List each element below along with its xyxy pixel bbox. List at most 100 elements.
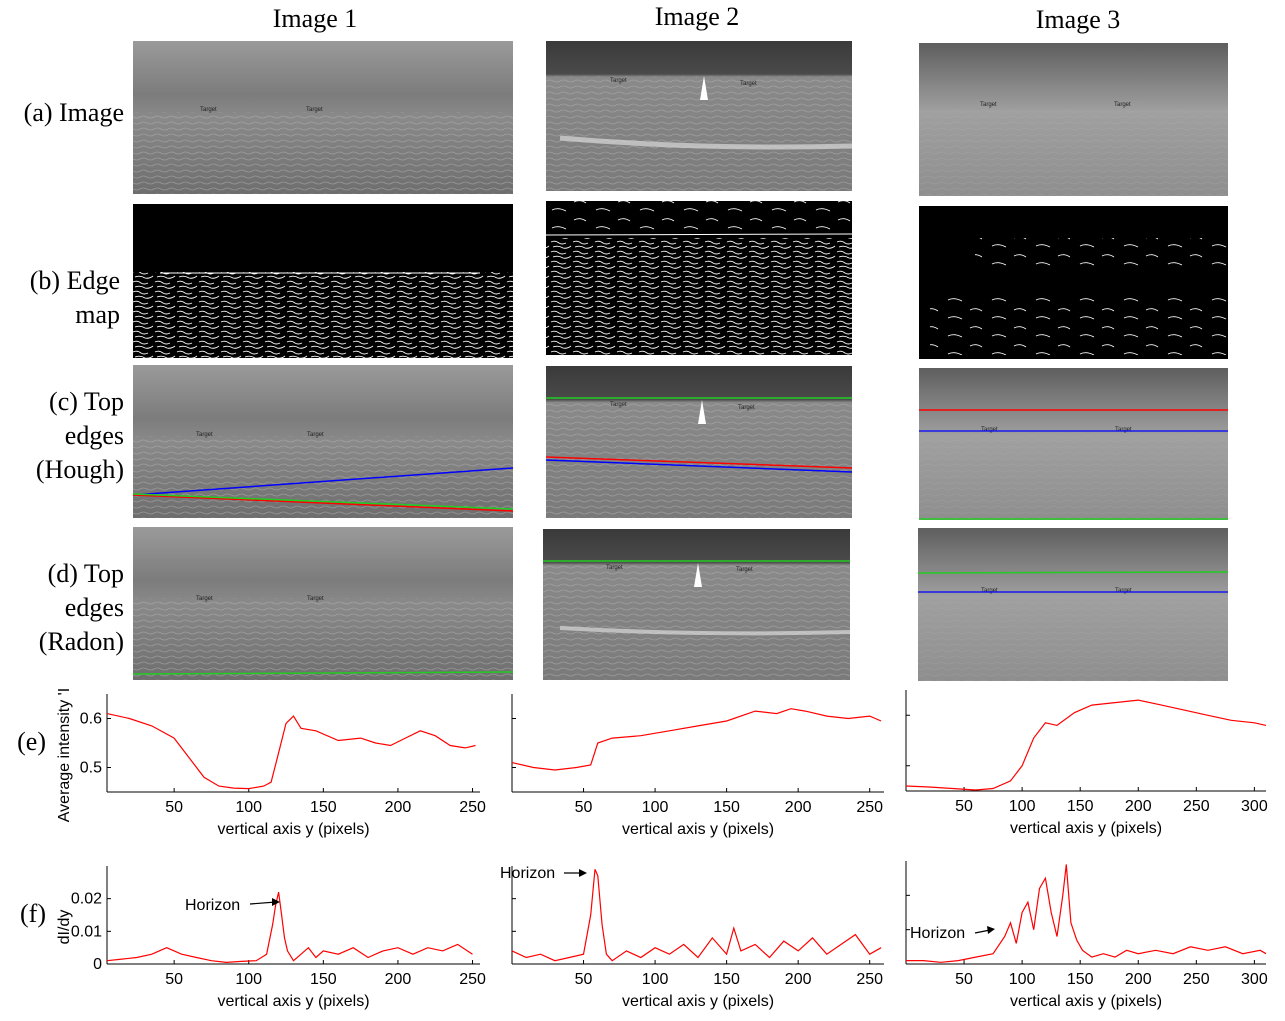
horizon-label: Horizon bbox=[500, 865, 555, 882]
row-label-d-line: (d) Top bbox=[47, 559, 124, 588]
target-label: Target bbox=[981, 427, 998, 433]
radon-line-green bbox=[917, 571, 1229, 574]
chart-e2-average-intensity: 50 100 150 200 250 vertical axis y (pixels) bbox=[511, 694, 884, 838]
image-2-radon: Target Target bbox=[543, 529, 851, 680]
horizon-arrow bbox=[249, 901, 277, 905]
image-3-edge-map bbox=[919, 206, 1228, 359]
horizon-annotation-1: Horizon bbox=[185, 897, 280, 914]
target-label: Target bbox=[610, 78, 627, 84]
x-tick-label: 200 bbox=[385, 971, 412, 988]
row-label-c-line: (c) Top bbox=[49, 387, 124, 416]
horizon-label: Horizon bbox=[185, 897, 240, 914]
chart-e3-average-intensity: 50 100 150 200 250 300 vertical axis y (pixels… bbox=[905, 690, 1268, 837]
target-label: Target bbox=[980, 102, 997, 108]
y-tick-label: 0.5 bbox=[80, 760, 102, 777]
row-label-b-line: map bbox=[75, 300, 120, 329]
x-tick-label: 250 bbox=[459, 971, 486, 988]
x-tick-label: 300 bbox=[1241, 798, 1268, 815]
horizon-annotation-3: Horizon bbox=[910, 925, 995, 942]
x-tick-label: 50 bbox=[955, 971, 973, 988]
x-tick-label: 250 bbox=[1183, 798, 1210, 815]
image-2-hough: Target Target bbox=[545, 366, 853, 518]
x-tick-label: 150 bbox=[1067, 971, 1094, 988]
x-tick-label: 50 bbox=[955, 798, 973, 815]
data-series-line bbox=[906, 864, 1267, 963]
x-tick-label: 250 bbox=[856, 799, 883, 816]
x-tick-label: 50 bbox=[165, 799, 183, 816]
column-title-image-1: Image 1 bbox=[272, 4, 358, 33]
x-tick-label: 50 bbox=[575, 799, 593, 816]
sailboat bbox=[694, 563, 702, 587]
target-label: Target bbox=[1115, 427, 1132, 433]
data-series-line bbox=[106, 713, 476, 790]
x-tick-label: 100 bbox=[1009, 798, 1036, 815]
x-tick-label: 250 bbox=[1183, 971, 1210, 988]
target-label: Target bbox=[610, 402, 627, 408]
image-3-photo: Target Target bbox=[919, 43, 1228, 196]
x-tick-label: 150 bbox=[310, 799, 337, 816]
horizon-annotation-2: Horizon bbox=[500, 865, 587, 882]
hough-line-blue bbox=[132, 467, 514, 496]
horizon-arrow bbox=[974, 929, 991, 934]
row-label-d: (d) Top edges (Radon) bbox=[4, 557, 124, 659]
x-tick-label: 200 bbox=[1125, 798, 1152, 815]
row-label-d-line: edges bbox=[64, 593, 124, 622]
data-series-line bbox=[905, 699, 1267, 791]
target-label: Target bbox=[606, 565, 623, 571]
x-tick-label: 300 bbox=[1241, 971, 1268, 988]
x-tick-label: 200 bbox=[1125, 971, 1152, 988]
x-tick-label: 200 bbox=[785, 799, 812, 816]
target-label: Target bbox=[736, 567, 753, 573]
chart-e1-average-intensity: 50 100 150 200 250 0.5 0.6 vertical axis y (pix… bbox=[56, 688, 486, 838]
row-label-b: (b) Edge map bbox=[0, 264, 120, 332]
chart-f3-derivative: 50 100 150 200 250 300 vertical axis y (pixels… bbox=[905, 861, 1268, 1010]
target-label: Target bbox=[740, 81, 757, 87]
hough-line-green bbox=[132, 493, 514, 510]
hough-line-red bbox=[545, 456, 853, 469]
x-tick-label: 250 bbox=[459, 799, 486, 816]
row-label-a: (a) Image bbox=[4, 96, 124, 130]
row-label-b-line: (b) Edge bbox=[29, 266, 120, 295]
y-tick-label: 0.6 bbox=[80, 711, 102, 728]
x-tick-label: 150 bbox=[713, 971, 740, 988]
target-label: Target bbox=[1114, 102, 1131, 108]
target-label: Target bbox=[981, 588, 998, 594]
row-label-f: (f) bbox=[20, 899, 46, 928]
target-label: Target bbox=[196, 432, 213, 438]
y-axis-label: dI/dy bbox=[56, 910, 73, 945]
x-axis-label: vertical axis y (pixels) bbox=[217, 993, 369, 1010]
y-tick-label: 0.02 bbox=[71, 891, 102, 908]
horizon-arrow-head bbox=[272, 898, 280, 906]
row-label-c-line: edges bbox=[64, 421, 124, 450]
x-tick-label: 150 bbox=[713, 799, 740, 816]
x-tick-label: 100 bbox=[235, 799, 262, 816]
column-title-image-3: Image 3 bbox=[1035, 5, 1121, 34]
image-2-photo: Target Target bbox=[546, 41, 853, 191]
row-label-a-line: (a) Image bbox=[23, 98, 124, 127]
x-axis-label: vertical axis y (pixels) bbox=[217, 821, 369, 838]
column-title-image-2: Image 2 bbox=[654, 2, 740, 31]
image-3-hough: Target Target bbox=[919, 368, 1228, 520]
data-series-line bbox=[511, 708, 882, 771]
sailboat bbox=[698, 400, 706, 424]
horizon-arrow-head bbox=[987, 926, 995, 934]
image-1-radon: Target Target bbox=[132, 527, 514, 680]
x-tick-label: 50 bbox=[165, 971, 183, 988]
chart-f1-derivative: 50 100 150 200 250 0 0.01 0.02 vertical axis y (… bbox=[56, 866, 486, 1010]
data-series-line bbox=[106, 891, 473, 964]
target-label: Target bbox=[200, 107, 217, 113]
x-axis-label: vertical axis y (pixels) bbox=[622, 821, 774, 838]
x-axis-label: vertical axis y (pixels) bbox=[622, 993, 774, 1010]
image-2-edge-map bbox=[545, 201, 853, 355]
target-label: Target bbox=[307, 432, 324, 438]
horizon-arrow-head bbox=[579, 869, 587, 877]
x-axis-label: vertical axis y (pixels) bbox=[1010, 820, 1162, 837]
x-tick-label: 200 bbox=[385, 799, 412, 816]
target-label: Target bbox=[307, 596, 324, 602]
target-label: Target bbox=[196, 596, 213, 602]
row-label-c-line: (Hough) bbox=[35, 455, 124, 484]
data-series-line bbox=[511, 869, 882, 962]
image-1-hough: Target Target bbox=[132, 365, 514, 518]
x-tick-label: 150 bbox=[1067, 798, 1094, 815]
